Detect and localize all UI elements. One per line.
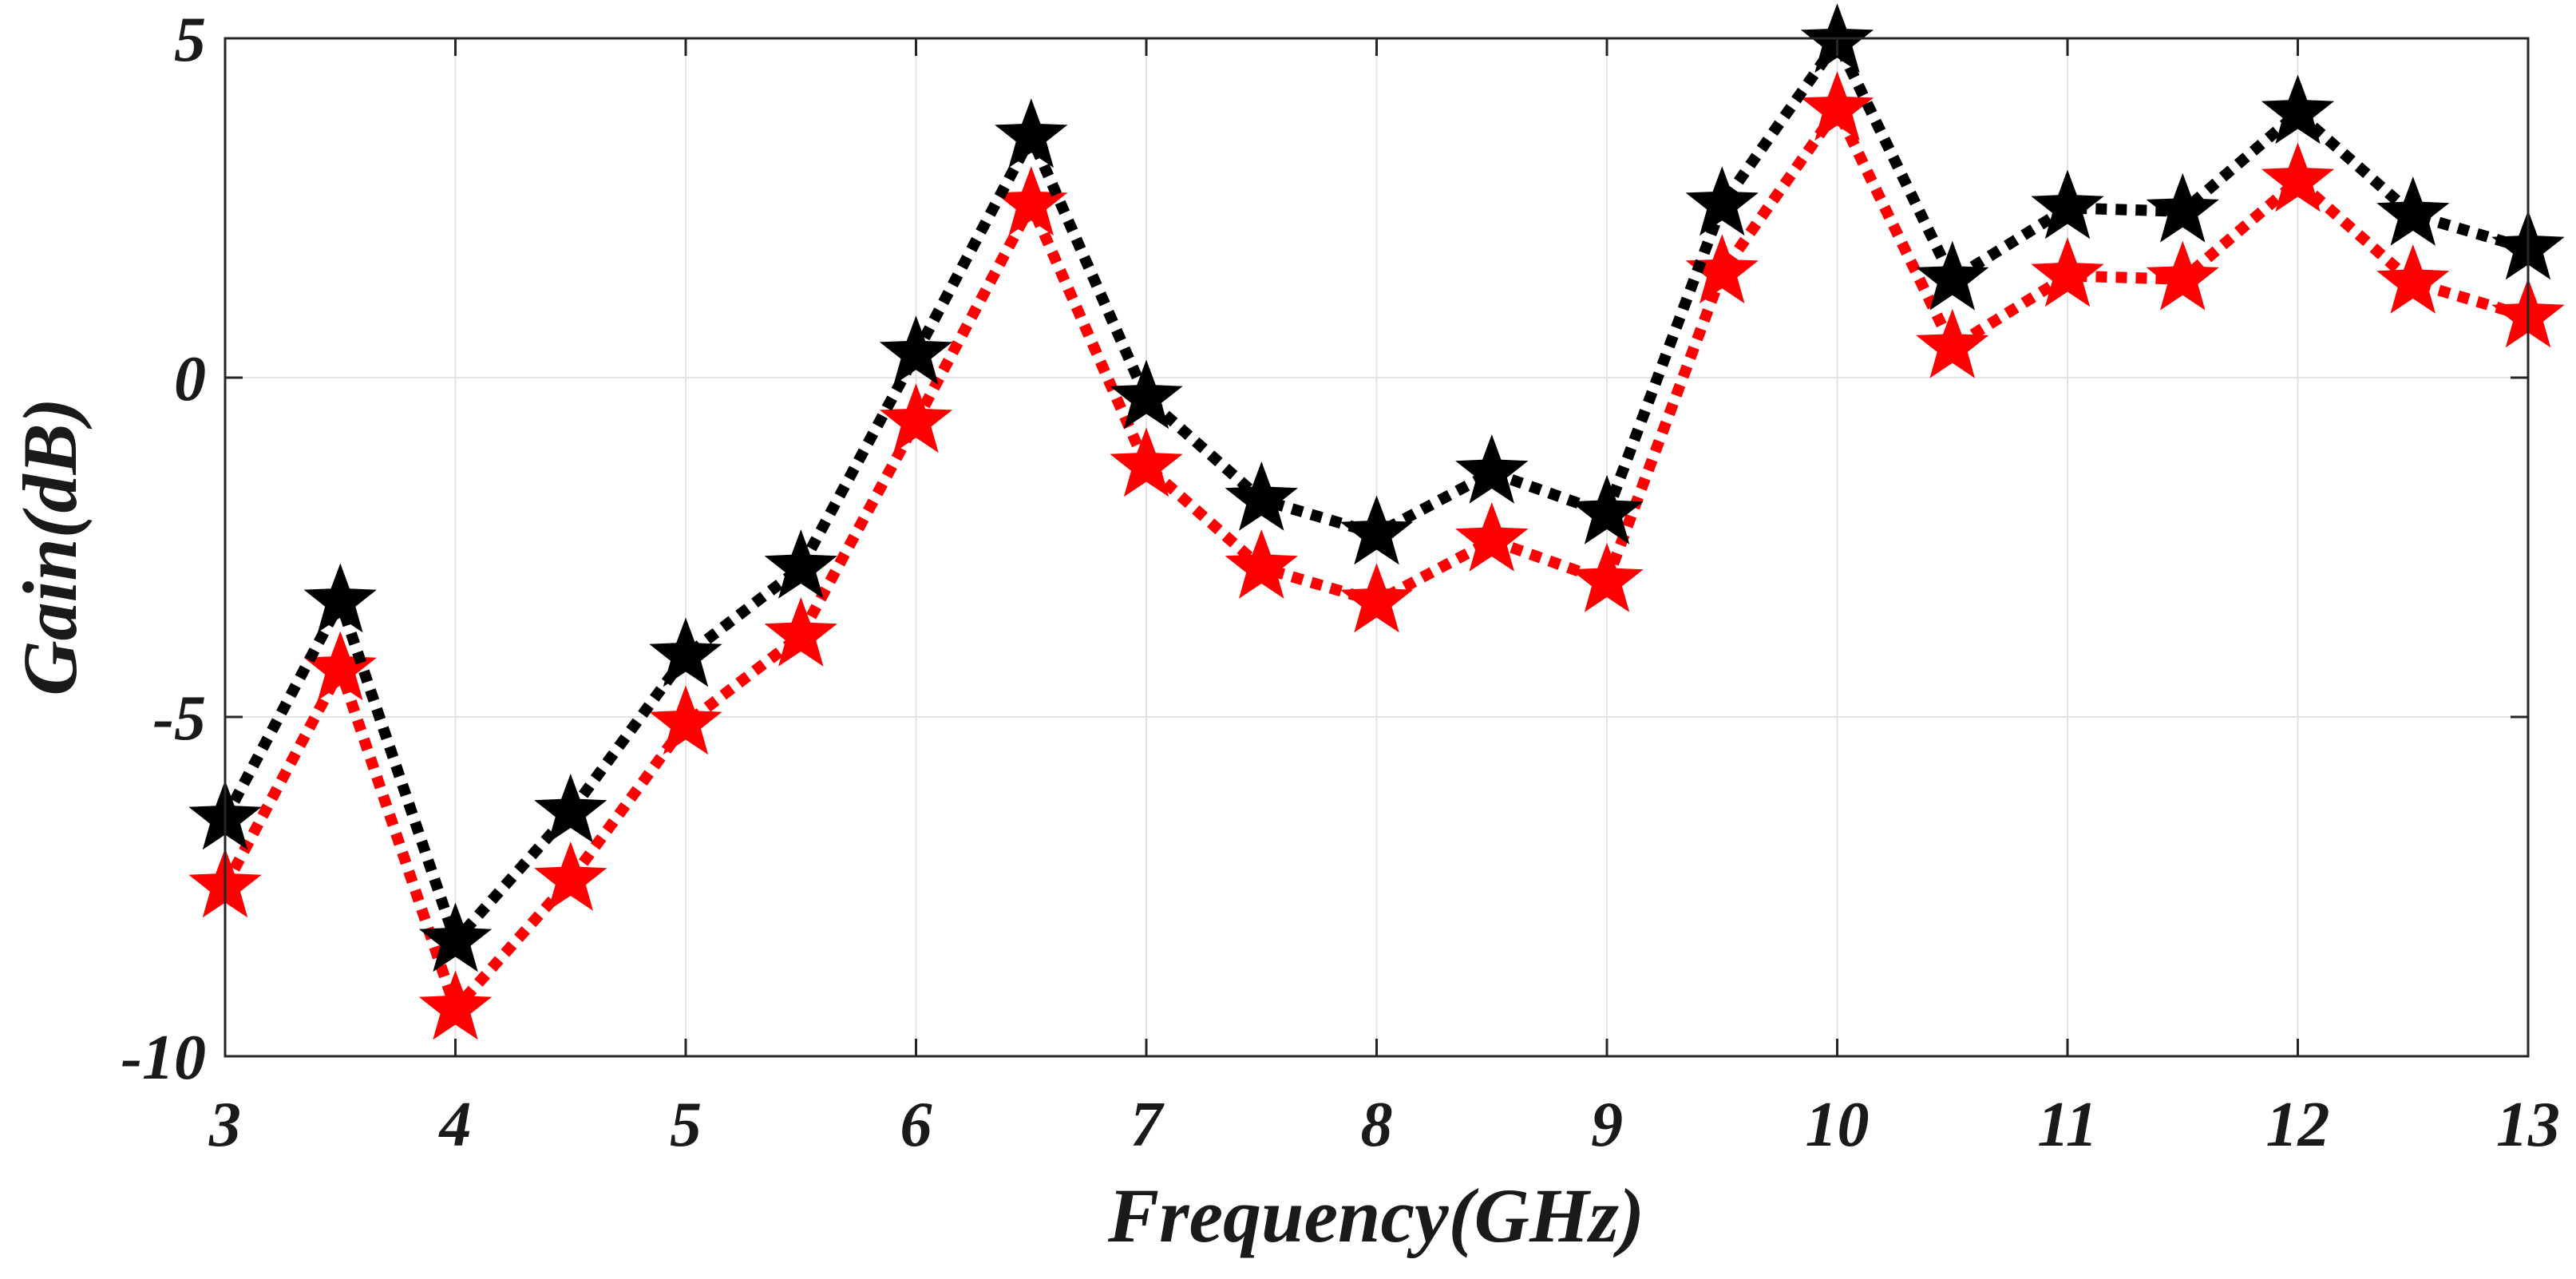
series-red-marker (1685, 234, 1759, 304)
series-red-marker (879, 383, 953, 453)
series-red-marker (1916, 308, 1989, 378)
x-tick-label: 4 (438, 1090, 472, 1160)
x-tick-label: 6 (900, 1090, 932, 1160)
x-tick-label: 11 (2037, 1090, 2098, 1160)
series-red-marker (1110, 427, 1183, 497)
x-tick-label: 9 (1591, 1090, 1623, 1160)
series-red-marker (1455, 502, 1529, 572)
series-red-marker (2376, 244, 2450, 314)
x-tick-label: 3 (208, 1090, 241, 1160)
series-black-marker (418, 902, 493, 972)
y-tick-label: 5 (174, 5, 206, 75)
series-red-marker (1570, 543, 1644, 612)
series-red-marker (418, 970, 493, 1040)
y-tick-label: -10 (121, 1023, 206, 1093)
series-black-marker (879, 315, 953, 386)
series-red-marker (303, 631, 377, 701)
y-tick-label: 0 (174, 344, 206, 414)
series-black-marker (1225, 461, 1298, 531)
series-black-marker (2031, 169, 2104, 240)
series-black-marker (649, 617, 722, 687)
series-red-marker (2031, 237, 2104, 307)
series-red-marker (649, 685, 722, 755)
series-black-marker (1455, 434, 1529, 504)
series-red-marker (2146, 240, 2219, 311)
series-black-marker (1685, 166, 1759, 236)
y-tick-labels: -10 -5 0 5 (121, 5, 206, 1093)
series-red-marker (1225, 529, 1298, 599)
x-tick-label: 12 (2266, 1090, 2330, 1160)
series-black-marker (1916, 240, 1989, 311)
series-red-marker (995, 166, 1068, 236)
x-tick-label: 10 (1806, 1090, 1870, 1160)
x-tick-label: 7 (1130, 1090, 1165, 1160)
x-axis-title: Frequency(GHz) (1107, 1173, 1644, 1258)
series-black-marker (534, 774, 607, 843)
y-axis-title: Gain(dB) (7, 398, 93, 695)
series-black-marker (1339, 495, 1414, 565)
tick-marks (224, 37, 2530, 1058)
x-tick-labels: 3 4 5 6 7 8 9 10 11 12 13 (208, 1090, 2560, 1160)
series-black-marker (2376, 176, 2450, 246)
series-black-marker (995, 98, 1068, 168)
x-tick-label: 8 (1361, 1090, 1393, 1160)
series-red-marker (1800, 71, 1874, 141)
series-red-marker (534, 841, 607, 911)
series-black-marker (2146, 172, 2219, 243)
x-tick-label: 5 (670, 1090, 702, 1160)
y-tick-label: -5 (152, 683, 206, 754)
series-black-marker (1570, 475, 1644, 544)
series-black-marker (1110, 359, 1183, 430)
series-black-marker (2261, 74, 2335, 145)
series-black-marker (764, 529, 837, 599)
x-tick-label: 13 (2496, 1090, 2560, 1160)
series-red-marker (2261, 142, 2335, 212)
series-black-marker (303, 563, 377, 633)
series-red-marker (1339, 563, 1414, 633)
series-red-marker (764, 597, 837, 667)
